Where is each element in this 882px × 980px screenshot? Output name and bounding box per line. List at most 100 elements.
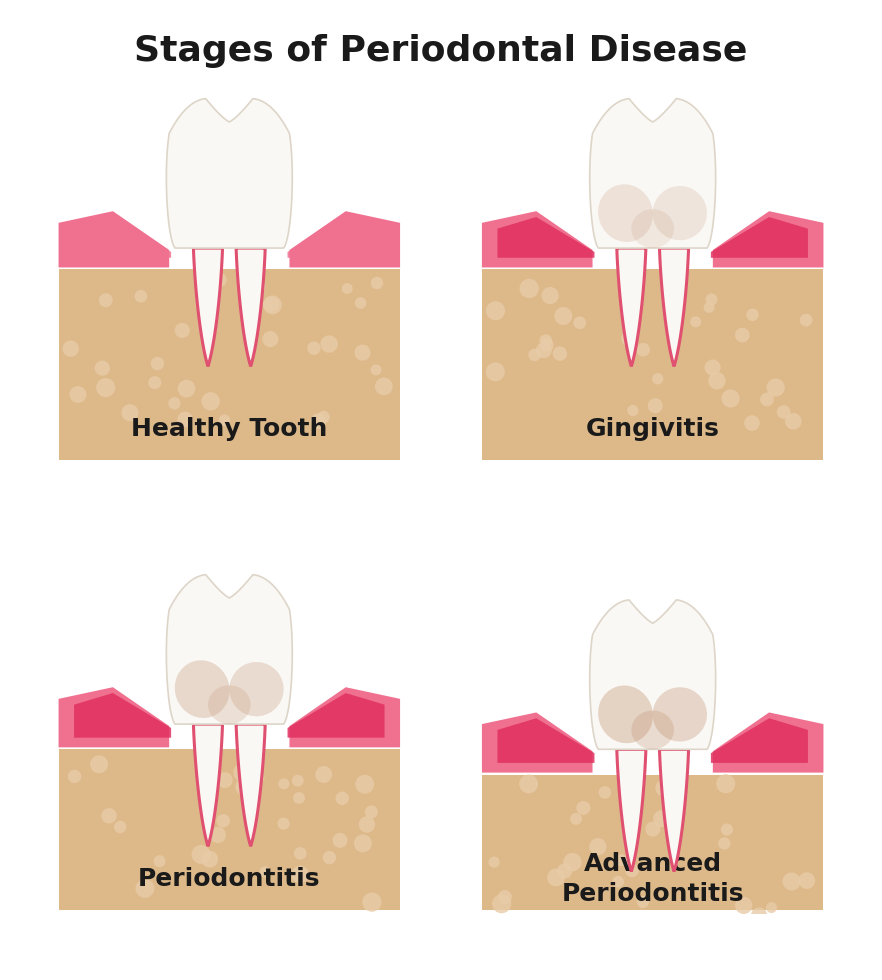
Circle shape <box>519 774 538 794</box>
Polygon shape <box>660 750 689 871</box>
Circle shape <box>706 293 717 306</box>
Circle shape <box>612 876 624 888</box>
Circle shape <box>714 919 726 930</box>
Polygon shape <box>193 724 222 847</box>
Ellipse shape <box>598 685 653 743</box>
Circle shape <box>718 837 730 850</box>
Text: Healthy Tooth: Healthy Tooth <box>131 416 327 441</box>
Circle shape <box>235 778 253 796</box>
Polygon shape <box>58 212 169 268</box>
Circle shape <box>201 392 220 411</box>
Circle shape <box>486 363 505 381</box>
Circle shape <box>333 833 348 848</box>
Circle shape <box>653 810 669 827</box>
Circle shape <box>540 338 554 352</box>
Circle shape <box>315 766 333 783</box>
Polygon shape <box>711 217 808 258</box>
Circle shape <box>90 756 108 773</box>
Circle shape <box>168 397 181 410</box>
Circle shape <box>751 907 767 924</box>
Polygon shape <box>497 718 594 762</box>
Circle shape <box>554 307 572 325</box>
Ellipse shape <box>653 687 707 742</box>
Circle shape <box>576 801 590 815</box>
Ellipse shape <box>208 685 250 724</box>
Circle shape <box>363 893 382 911</box>
Circle shape <box>177 412 193 427</box>
Ellipse shape <box>632 210 674 248</box>
Circle shape <box>101 808 116 823</box>
Circle shape <box>662 798 675 811</box>
Circle shape <box>263 296 281 315</box>
Polygon shape <box>590 600 715 750</box>
Polygon shape <box>167 574 292 724</box>
Circle shape <box>760 393 774 407</box>
Text: Advanced
Periodontitis: Advanced Periodontitis <box>562 853 744 907</box>
Circle shape <box>536 342 551 359</box>
Circle shape <box>564 853 581 871</box>
Polygon shape <box>288 693 385 738</box>
Circle shape <box>492 894 512 913</box>
Circle shape <box>291 865 309 883</box>
Circle shape <box>233 763 251 782</box>
Polygon shape <box>236 248 265 367</box>
Circle shape <box>498 890 512 904</box>
Circle shape <box>708 372 726 389</box>
Circle shape <box>264 296 279 312</box>
Circle shape <box>219 415 230 426</box>
Circle shape <box>539 334 552 347</box>
Circle shape <box>279 778 289 789</box>
Polygon shape <box>497 217 594 258</box>
Circle shape <box>735 327 750 342</box>
Circle shape <box>216 814 230 827</box>
Circle shape <box>704 302 714 313</box>
Circle shape <box>489 857 500 867</box>
Circle shape <box>310 414 326 429</box>
Circle shape <box>63 340 78 357</box>
Circle shape <box>153 856 166 867</box>
Circle shape <box>96 378 116 397</box>
Circle shape <box>486 301 505 320</box>
Circle shape <box>278 817 289 830</box>
Ellipse shape <box>175 661 229 718</box>
Polygon shape <box>289 212 400 268</box>
Polygon shape <box>482 212 593 268</box>
Circle shape <box>661 776 676 792</box>
Circle shape <box>70 386 86 403</box>
Circle shape <box>94 361 110 375</box>
Polygon shape <box>58 270 400 460</box>
Polygon shape <box>58 750 400 910</box>
Circle shape <box>735 897 752 914</box>
Circle shape <box>721 389 740 408</box>
Circle shape <box>557 863 572 879</box>
Polygon shape <box>289 687 400 748</box>
Polygon shape <box>288 217 385 258</box>
Circle shape <box>246 276 265 296</box>
Circle shape <box>744 416 759 431</box>
Polygon shape <box>617 750 646 871</box>
Circle shape <box>616 855 627 866</box>
Circle shape <box>99 293 113 307</box>
Circle shape <box>655 779 672 797</box>
Circle shape <box>800 314 812 326</box>
Circle shape <box>375 377 392 395</box>
Circle shape <box>365 806 377 818</box>
Circle shape <box>746 309 759 321</box>
Polygon shape <box>482 270 824 460</box>
Circle shape <box>136 879 154 898</box>
Circle shape <box>151 357 164 370</box>
Polygon shape <box>590 99 715 248</box>
Circle shape <box>307 341 321 355</box>
Circle shape <box>318 411 330 423</box>
Circle shape <box>294 847 307 859</box>
Ellipse shape <box>653 186 707 240</box>
Circle shape <box>370 276 383 289</box>
Circle shape <box>542 287 559 304</box>
Circle shape <box>766 378 785 397</box>
Circle shape <box>647 398 662 414</box>
Polygon shape <box>713 712 824 772</box>
Circle shape <box>213 272 227 287</box>
Circle shape <box>636 343 650 357</box>
Circle shape <box>705 360 721 375</box>
Circle shape <box>292 775 303 787</box>
